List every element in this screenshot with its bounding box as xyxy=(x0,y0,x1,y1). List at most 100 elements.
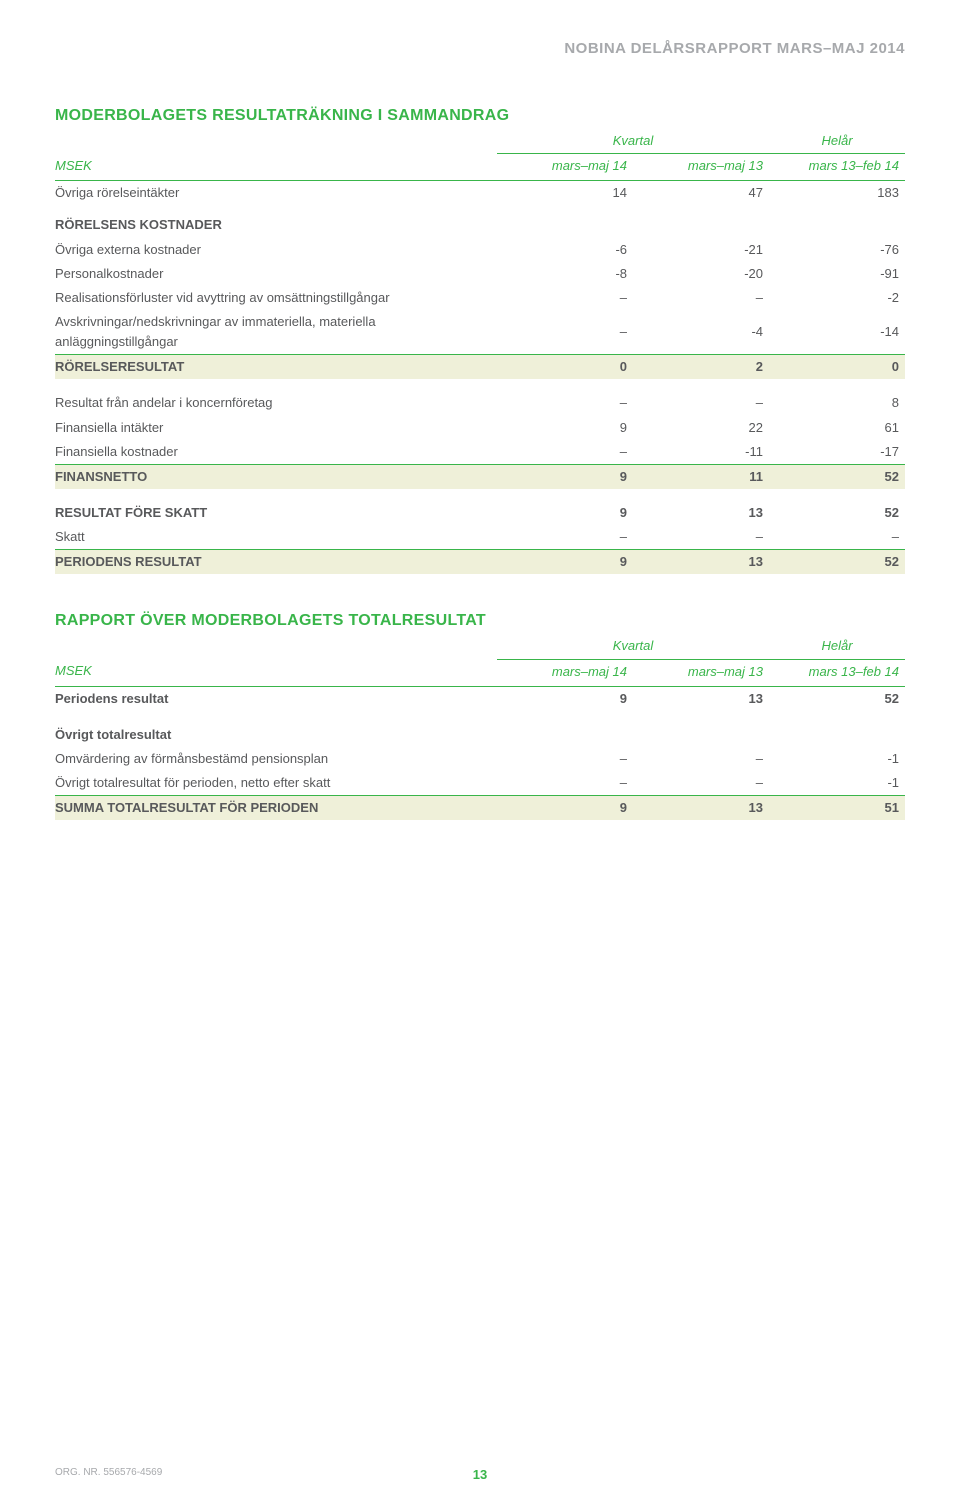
cell-value xyxy=(497,711,633,747)
cell-value: – xyxy=(497,379,633,415)
cell-value: – xyxy=(633,525,769,550)
income-statement-table: Kvartal Helår MSEK mars–maj 14 mars–maj … xyxy=(55,129,905,574)
col-label-msek-1: MSEK xyxy=(55,154,497,181)
cell-value: 61 xyxy=(769,416,905,440)
cell-value: -1 xyxy=(769,771,905,796)
cell-value: -14 xyxy=(769,310,905,355)
page-footer: ORG. NR. 556576-4569 13 xyxy=(55,1467,905,1478)
table-row: SUMMA TOTALRESULTAT FÖR PERIODEN91351 xyxy=(55,796,905,821)
col-period-2a: mars–maj 14 xyxy=(497,659,633,686)
cell-value: 13 xyxy=(633,550,769,575)
cell-value: 52 xyxy=(769,489,905,525)
page-content: NOBINA DELÅRSRAPPORT MARS–MAJ 2014 MODER… xyxy=(0,0,960,820)
table-row: Resultat från andelar i koncernföretag––… xyxy=(55,379,905,415)
cell-value xyxy=(633,711,769,747)
cell-value: 9 xyxy=(497,464,633,489)
table-row: RÖRELSENS KOSTNADER xyxy=(55,205,905,237)
document-header: NOBINA DELÅRSRAPPORT MARS–MAJ 2014 xyxy=(55,40,905,57)
row-label: Avskrivningar/nedskrivningar av immateri… xyxy=(55,310,497,355)
cell-value: – xyxy=(497,747,633,771)
cell-value: – xyxy=(497,310,633,355)
row-label: Finansiella kostnader xyxy=(55,440,497,465)
comprehensive-income-table: Kvartal Helår MSEK mars–maj 14 mars–maj … xyxy=(55,634,905,820)
row-label: Personalkostnader xyxy=(55,262,497,286)
col-period-1b: mars–maj 13 xyxy=(633,154,769,181)
cell-value: – xyxy=(497,440,633,465)
footer-org-nr: ORG. NR. 556576-4569 xyxy=(55,1467,162,1478)
col-period-1c: mars 13–feb 14 xyxy=(769,154,905,181)
cell-value: 0 xyxy=(497,355,633,380)
row-label: Övrigt totalresultat xyxy=(55,711,497,747)
row-label: Omvärdering av förmånsbestämd pensionspl… xyxy=(55,747,497,771)
row-label: SUMMA TOTALRESULTAT FÖR PERIODEN xyxy=(55,796,497,821)
cell-value: -20 xyxy=(633,262,769,286)
table-row: Skatt––– xyxy=(55,525,905,550)
cell-value: 13 xyxy=(633,489,769,525)
cell-value xyxy=(497,205,633,237)
cell-value: 51 xyxy=(769,796,905,821)
table-row: Övrigt totalresultat för perioden, netto… xyxy=(55,771,905,796)
row-label: RÖRELSENS KOSTNADER xyxy=(55,205,497,237)
cell-value: – xyxy=(769,525,905,550)
cell-value: 52 xyxy=(769,686,905,711)
cell-value: 9 xyxy=(497,550,633,575)
table-row: Övriga rörelseintäkter1447183 xyxy=(55,181,905,206)
row-label: Realisationsförluster vid avyttring av o… xyxy=(55,286,497,310)
table-row: Personalkostnader-8-20-91 xyxy=(55,262,905,286)
row-label: FINANSNETTO xyxy=(55,464,497,489)
section-title-2: RAPPORT ÖVER MODERBOLAGETS TOTALRESULTAT xyxy=(55,612,905,630)
cell-value: 9 xyxy=(497,489,633,525)
group-header-helar-2: Helår xyxy=(769,634,905,659)
cell-value: 47 xyxy=(633,181,769,206)
cell-value: 0 xyxy=(769,355,905,380)
col-period-2c: mars 13–feb 14 xyxy=(769,659,905,686)
table2-body: Periodens resultat91352Övrigt totalresul… xyxy=(55,686,905,820)
row-label: Skatt xyxy=(55,525,497,550)
group-header-kvartal-1: Kvartal xyxy=(497,129,769,154)
table-row: RÖRELSERESULTAT020 xyxy=(55,355,905,380)
cell-value: -11 xyxy=(633,440,769,465)
row-label: RESULTAT FÖRE SKATT xyxy=(55,489,497,525)
cell-value: 13 xyxy=(633,686,769,711)
table-row: Finansiella kostnader–-11-17 xyxy=(55,440,905,465)
col-label-msek-2: MSEK xyxy=(55,659,497,686)
cell-value: -2 xyxy=(769,286,905,310)
cell-value: – xyxy=(633,379,769,415)
cell-value: 52 xyxy=(769,464,905,489)
cell-value: – xyxy=(497,771,633,796)
cell-value: 9 xyxy=(497,796,633,821)
table-row: Realisationsförluster vid avyttring av o… xyxy=(55,286,905,310)
cell-value: -1 xyxy=(769,747,905,771)
cell-value: -6 xyxy=(497,238,633,262)
cell-value: 9 xyxy=(497,686,633,711)
cell-value: -17 xyxy=(769,440,905,465)
cell-value: – xyxy=(497,286,633,310)
table-row: Avskrivningar/nedskrivningar av immateri… xyxy=(55,310,905,355)
cell-value xyxy=(769,711,905,747)
row-label: Övrigt totalresultat för perioden, netto… xyxy=(55,771,497,796)
table-row: Finansiella intäkter92261 xyxy=(55,416,905,440)
col-period-1a: mars–maj 14 xyxy=(497,154,633,181)
cell-value: 52 xyxy=(769,550,905,575)
cell-value: 22 xyxy=(633,416,769,440)
cell-value: 14 xyxy=(497,181,633,206)
row-label: RÖRELSERESULTAT xyxy=(55,355,497,380)
cell-value xyxy=(769,205,905,237)
table-row: RESULTAT FÖRE SKATT91352 xyxy=(55,489,905,525)
group-header-helar-1: Helår xyxy=(769,129,905,154)
cell-value: -91 xyxy=(769,262,905,286)
table1-body: Övriga rörelseintäkter1447183RÖRELSENS K… xyxy=(55,181,905,575)
cell-value: -76 xyxy=(769,238,905,262)
table-row: PERIODENS RESULTAT91352 xyxy=(55,550,905,575)
cell-value: 8 xyxy=(769,379,905,415)
row-label: PERIODENS RESULTAT xyxy=(55,550,497,575)
cell-value: 2 xyxy=(633,355,769,380)
table-row: Övrigt totalresultat xyxy=(55,711,905,747)
row-label: Övriga rörelseintäkter xyxy=(55,181,497,206)
cell-value: 183 xyxy=(769,181,905,206)
cell-value: 11 xyxy=(633,464,769,489)
table-row: Övriga externa kostnader-6-21-76 xyxy=(55,238,905,262)
table-row: Periodens resultat91352 xyxy=(55,686,905,711)
row-label: Resultat från andelar i koncernföretag xyxy=(55,379,497,415)
group-header-kvartal-2: Kvartal xyxy=(497,634,769,659)
